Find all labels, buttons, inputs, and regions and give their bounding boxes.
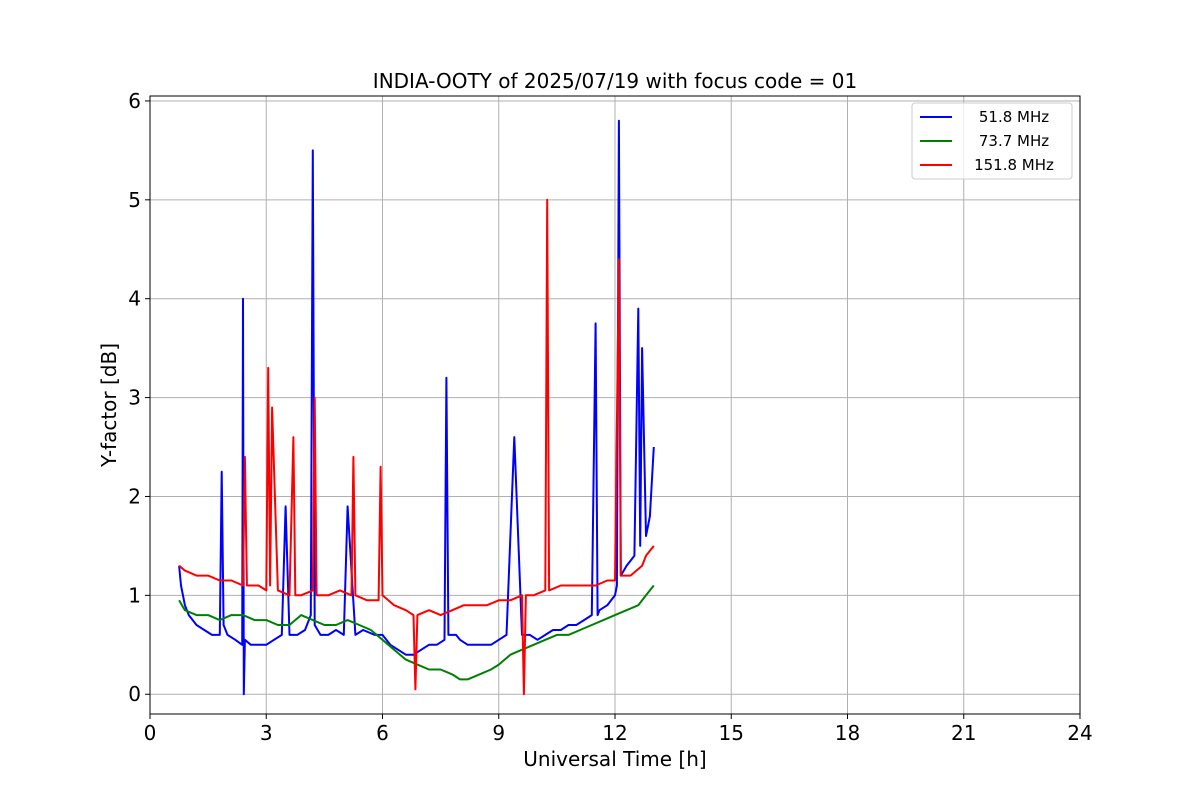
y-tick-label: 0 (128, 682, 141, 706)
y-tick-label: 5 (128, 188, 141, 212)
legend: 51.8 MHz 73.7 MHz 151.8 MHz (911, 102, 1073, 180)
y-tick-label: 3 (128, 386, 141, 410)
legend-label-73-7-mhz: 73.7 MHz (979, 132, 1049, 150)
y-tick-label: 6 (128, 89, 141, 113)
x-axis-label: Universal Time [h] (523, 747, 706, 771)
chart-title: INDIA-OOTY of 2025/07/19 with focus code… (373, 69, 857, 93)
y-axis-label: Y-factor [dB] (97, 343, 121, 468)
y-tick-label: 4 (128, 287, 141, 311)
series-layer (178, 119, 655, 696)
x-tick-label: 15 (719, 721, 744, 745)
x-tick-label: 3 (260, 721, 273, 745)
series-line-73-7-mhz (178, 584, 655, 681)
x-tick-label: 0 (144, 721, 157, 745)
legend-box (911, 102, 1073, 180)
legend-label-51-8-mhz: 51.8 MHz (979, 108, 1049, 126)
x-tick-label: 9 (492, 721, 505, 745)
x-tick-label: 21 (951, 721, 976, 745)
x-tick-label: 18 (835, 721, 860, 745)
series-line-151-8-mhz (178, 198, 655, 696)
legend-label-151-8-mhz: 151.8 MHz (974, 156, 1054, 174)
x-tick-label: 6 (376, 721, 389, 745)
y-tick-label: 2 (128, 484, 141, 508)
x-tick-label: 12 (602, 721, 627, 745)
x-tick-label: 24 (1067, 721, 1092, 745)
y-tick-label: 1 (128, 583, 141, 607)
